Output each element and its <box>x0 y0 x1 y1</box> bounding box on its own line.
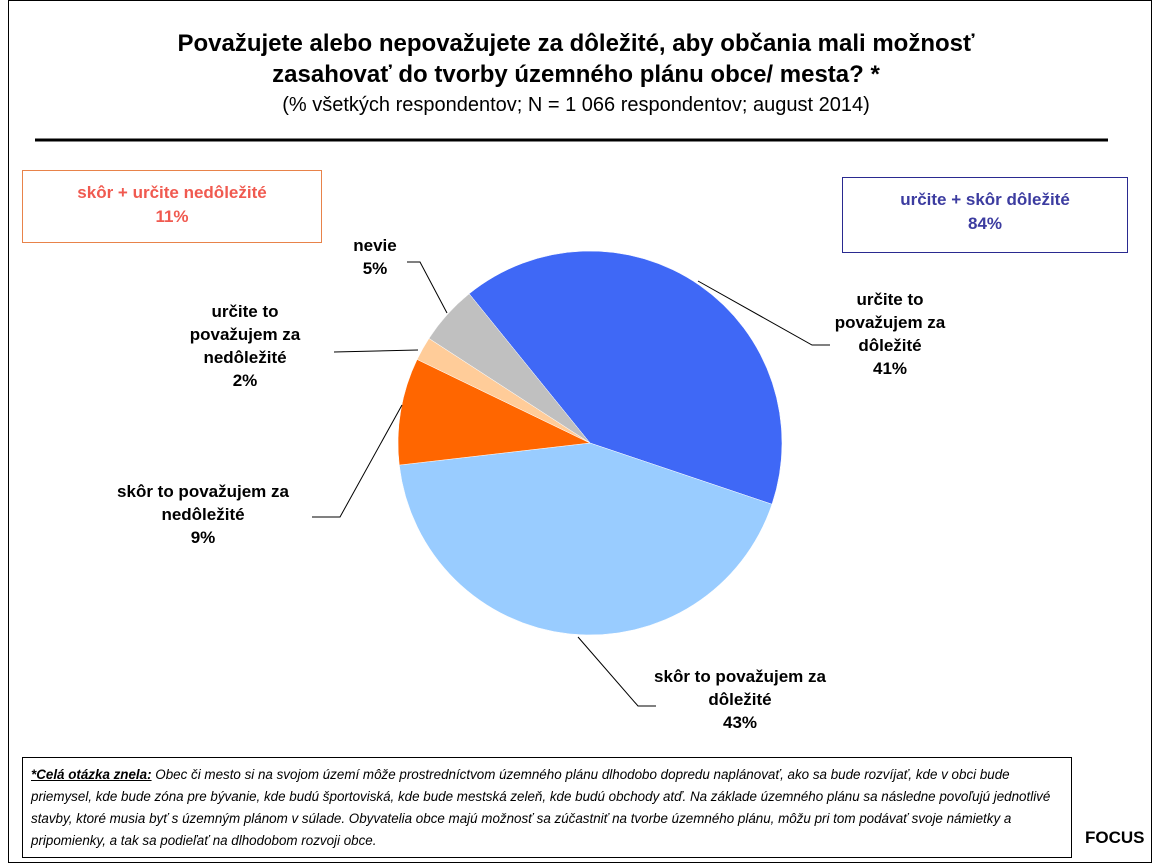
value-label: 2% <box>232 371 258 390</box>
footnote: *Celá otázka znela: Obec či mesto si na … <box>22 757 1072 858</box>
category-label: nevie <box>353 236 397 255</box>
leader-line <box>697 280 830 346</box>
slice-label: skôr to považujem za nedôležité 9% <box>98 480 308 549</box>
pie-slice <box>428 293 591 444</box>
pie-slice <box>398 442 773 636</box>
leader-line <box>577 636 656 707</box>
leader-line <box>333 349 419 353</box>
slice-label: skôr to považujem za dôležité 43% <box>635 665 845 734</box>
annotation-text: skôr + určite nedôležité <box>77 183 267 202</box>
annotation-box: skôr + určite nedôležité 11% <box>22 170 322 243</box>
category-label: skôr to považujem za nedôležité <box>117 482 289 524</box>
value-label: 5% <box>362 259 388 278</box>
category-label: určite to považujem za nedôležité <box>189 302 301 367</box>
slice-label: určite to považujem za nedôležité 2% <box>178 300 313 392</box>
annotation-text: určite + skôr dôležité <box>900 190 1070 209</box>
category-label: určite to považujem za dôležité <box>834 290 946 355</box>
slice-label: nevie 5% <box>335 234 415 280</box>
category-label: skôr to považujem za dôležité <box>654 667 826 709</box>
pie <box>397 250 783 636</box>
chart-subtitle: (% všetkých respondentov; N = 1 066 resp… <box>282 94 870 116</box>
slice-label: určite to považujem za dôležité 41% <box>815 288 965 380</box>
leader-line <box>312 404 403 518</box>
annotation-value: 84% <box>967 214 1003 233</box>
footnote-text: Obec či mesto si na svojom území môže pr… <box>31 767 1051 848</box>
value-label: 43% <box>722 713 758 732</box>
chart-title: Považujete alebo nepovažujete za dôležit… <box>177 30 975 88</box>
annotation-value: 11% <box>155 207 189 226</box>
source: FOCUS <box>1085 828 1145 847</box>
value-label: 41% <box>872 359 908 378</box>
value-label: 9% <box>190 528 216 547</box>
leader-line <box>407 261 448 314</box>
leader-lines <box>312 261 830 707</box>
pie-slice <box>468 250 783 505</box>
footnote-label: *Celá otázka znela: <box>31 767 152 782</box>
annotation-box: určite + skôr dôležité 84% <box>842 177 1128 253</box>
pie-slice <box>397 359 591 466</box>
